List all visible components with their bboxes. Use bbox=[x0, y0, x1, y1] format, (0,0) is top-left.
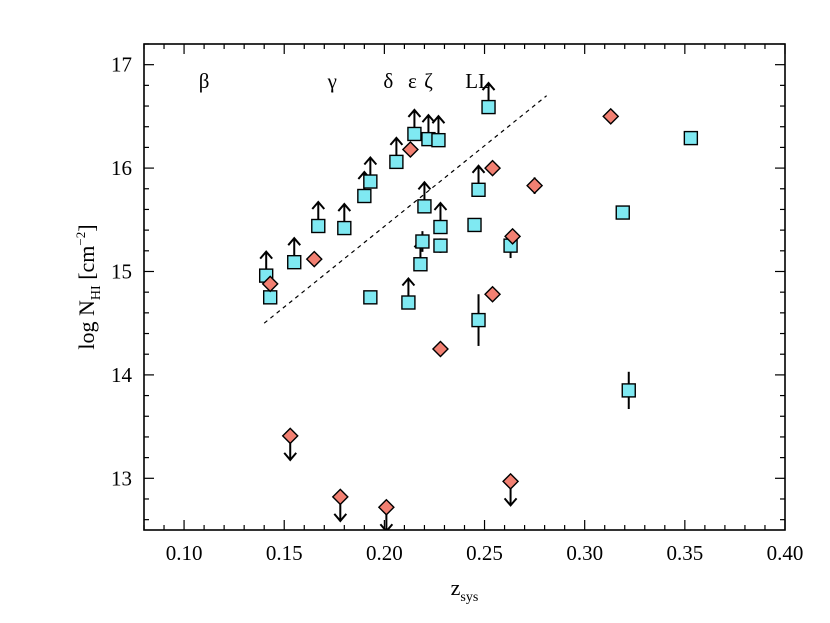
arrow-head bbox=[417, 180, 432, 190]
y-tick-label: 14 bbox=[111, 363, 133, 387]
square-marker bbox=[621, 383, 636, 398]
y-tick-label: 15 bbox=[111, 259, 132, 283]
x-axis-label: zsys bbox=[451, 575, 479, 605]
diamond-marker bbox=[377, 498, 395, 516]
x-tick-label: 0.25 bbox=[466, 541, 503, 565]
arrow-head bbox=[363, 155, 378, 166]
square-marker bbox=[357, 188, 372, 204]
y-axis-label-sub: HI bbox=[89, 285, 104, 300]
arrow-head bbox=[433, 201, 448, 211]
square-marker bbox=[415, 234, 430, 249]
arrow-head bbox=[287, 236, 301, 246]
arrow-head bbox=[337, 202, 352, 212]
arrow-head bbox=[431, 114, 446, 124]
square-marker bbox=[363, 174, 378, 189]
x-tick-label: 0.35 bbox=[666, 541, 703, 565]
square-marker bbox=[683, 130, 699, 146]
x-tick-label: 0.20 bbox=[366, 541, 403, 565]
square-marker bbox=[615, 205, 630, 220]
x-tick-label: 0.15 bbox=[266, 541, 303, 565]
diamond-marker bbox=[602, 107, 620, 125]
square-marker bbox=[467, 217, 482, 233]
y-axis-label: log NHI [cm−2] bbox=[73, 224, 104, 349]
square-marker bbox=[389, 154, 404, 170]
square-marker bbox=[287, 254, 302, 270]
plot-frame bbox=[143, 43, 786, 531]
square-marker bbox=[417, 199, 432, 214]
y-tick-label: 16 bbox=[111, 156, 132, 180]
square-marker bbox=[407, 126, 422, 142]
square-marker bbox=[431, 132, 446, 148]
arrow-head bbox=[311, 200, 326, 210]
arrow-head bbox=[503, 497, 518, 507]
line-marker-label: β bbox=[199, 69, 210, 93]
x-tick-label: 0.40 bbox=[767, 541, 804, 565]
diamond-marker bbox=[401, 140, 419, 158]
arrow-head bbox=[401, 276, 416, 287]
x-tick-label: 0.10 bbox=[166, 541, 203, 565]
diamond-marker bbox=[526, 177, 544, 195]
diamond-marker bbox=[502, 472, 520, 490]
diamond-marker bbox=[305, 250, 323, 268]
square-marker bbox=[471, 312, 486, 328]
diamond-marker bbox=[484, 159, 502, 177]
y-axis-label-unit-exp: −2 bbox=[73, 232, 88, 246]
square-marker bbox=[413, 257, 428, 272]
arrow-head bbox=[379, 523, 394, 530]
x-axis-label-sub: sys bbox=[460, 590, 478, 605]
square-marker bbox=[262, 290, 278, 305]
reference-dashed-line bbox=[263, 95, 548, 324]
y-axis-label-main: log N bbox=[74, 300, 99, 350]
square-marker bbox=[433, 219, 448, 235]
square-marker bbox=[481, 99, 496, 115]
arrow-head bbox=[421, 113, 436, 123]
y-axis-label-unit-open: [cm bbox=[74, 246, 99, 286]
square-marker bbox=[433, 238, 448, 253]
diamond-marker bbox=[261, 275, 279, 293]
y-tick-label: 13 bbox=[111, 466, 132, 490]
x-axis-label-main: z bbox=[451, 575, 461, 600]
square-marker bbox=[363, 290, 378, 305]
diamond-marker bbox=[431, 340, 449, 358]
square-marker bbox=[471, 182, 486, 198]
diamond-marker bbox=[331, 488, 349, 506]
line-marker-label: ε bbox=[408, 69, 417, 93]
y-axis-label-unit-close: ] bbox=[74, 224, 99, 231]
line-marker-label: δ bbox=[383, 69, 393, 93]
diamond-marker bbox=[484, 285, 502, 303]
y-tick-label: 17 bbox=[111, 53, 132, 77]
line-marker-label: ζ bbox=[424, 69, 433, 93]
line-marker-label: γ bbox=[327, 69, 337, 93]
line-marker-label: LL bbox=[465, 69, 491, 93]
diamond-marker bbox=[504, 227, 522, 245]
arrow-head bbox=[407, 108, 422, 118]
arrow-head bbox=[283, 452, 297, 462]
arrow-head bbox=[333, 513, 348, 523]
square-marker bbox=[311, 218, 326, 234]
arrow-head bbox=[259, 250, 273, 260]
square-marker bbox=[401, 295, 416, 310]
arrow-head bbox=[389, 136, 404, 146]
arrow-head bbox=[471, 164, 486, 174]
x-tick-label: 0.30 bbox=[566, 541, 603, 565]
diamond-marker bbox=[281, 427, 299, 445]
arrow-head bbox=[481, 81, 496, 91]
square-marker bbox=[337, 220, 352, 236]
